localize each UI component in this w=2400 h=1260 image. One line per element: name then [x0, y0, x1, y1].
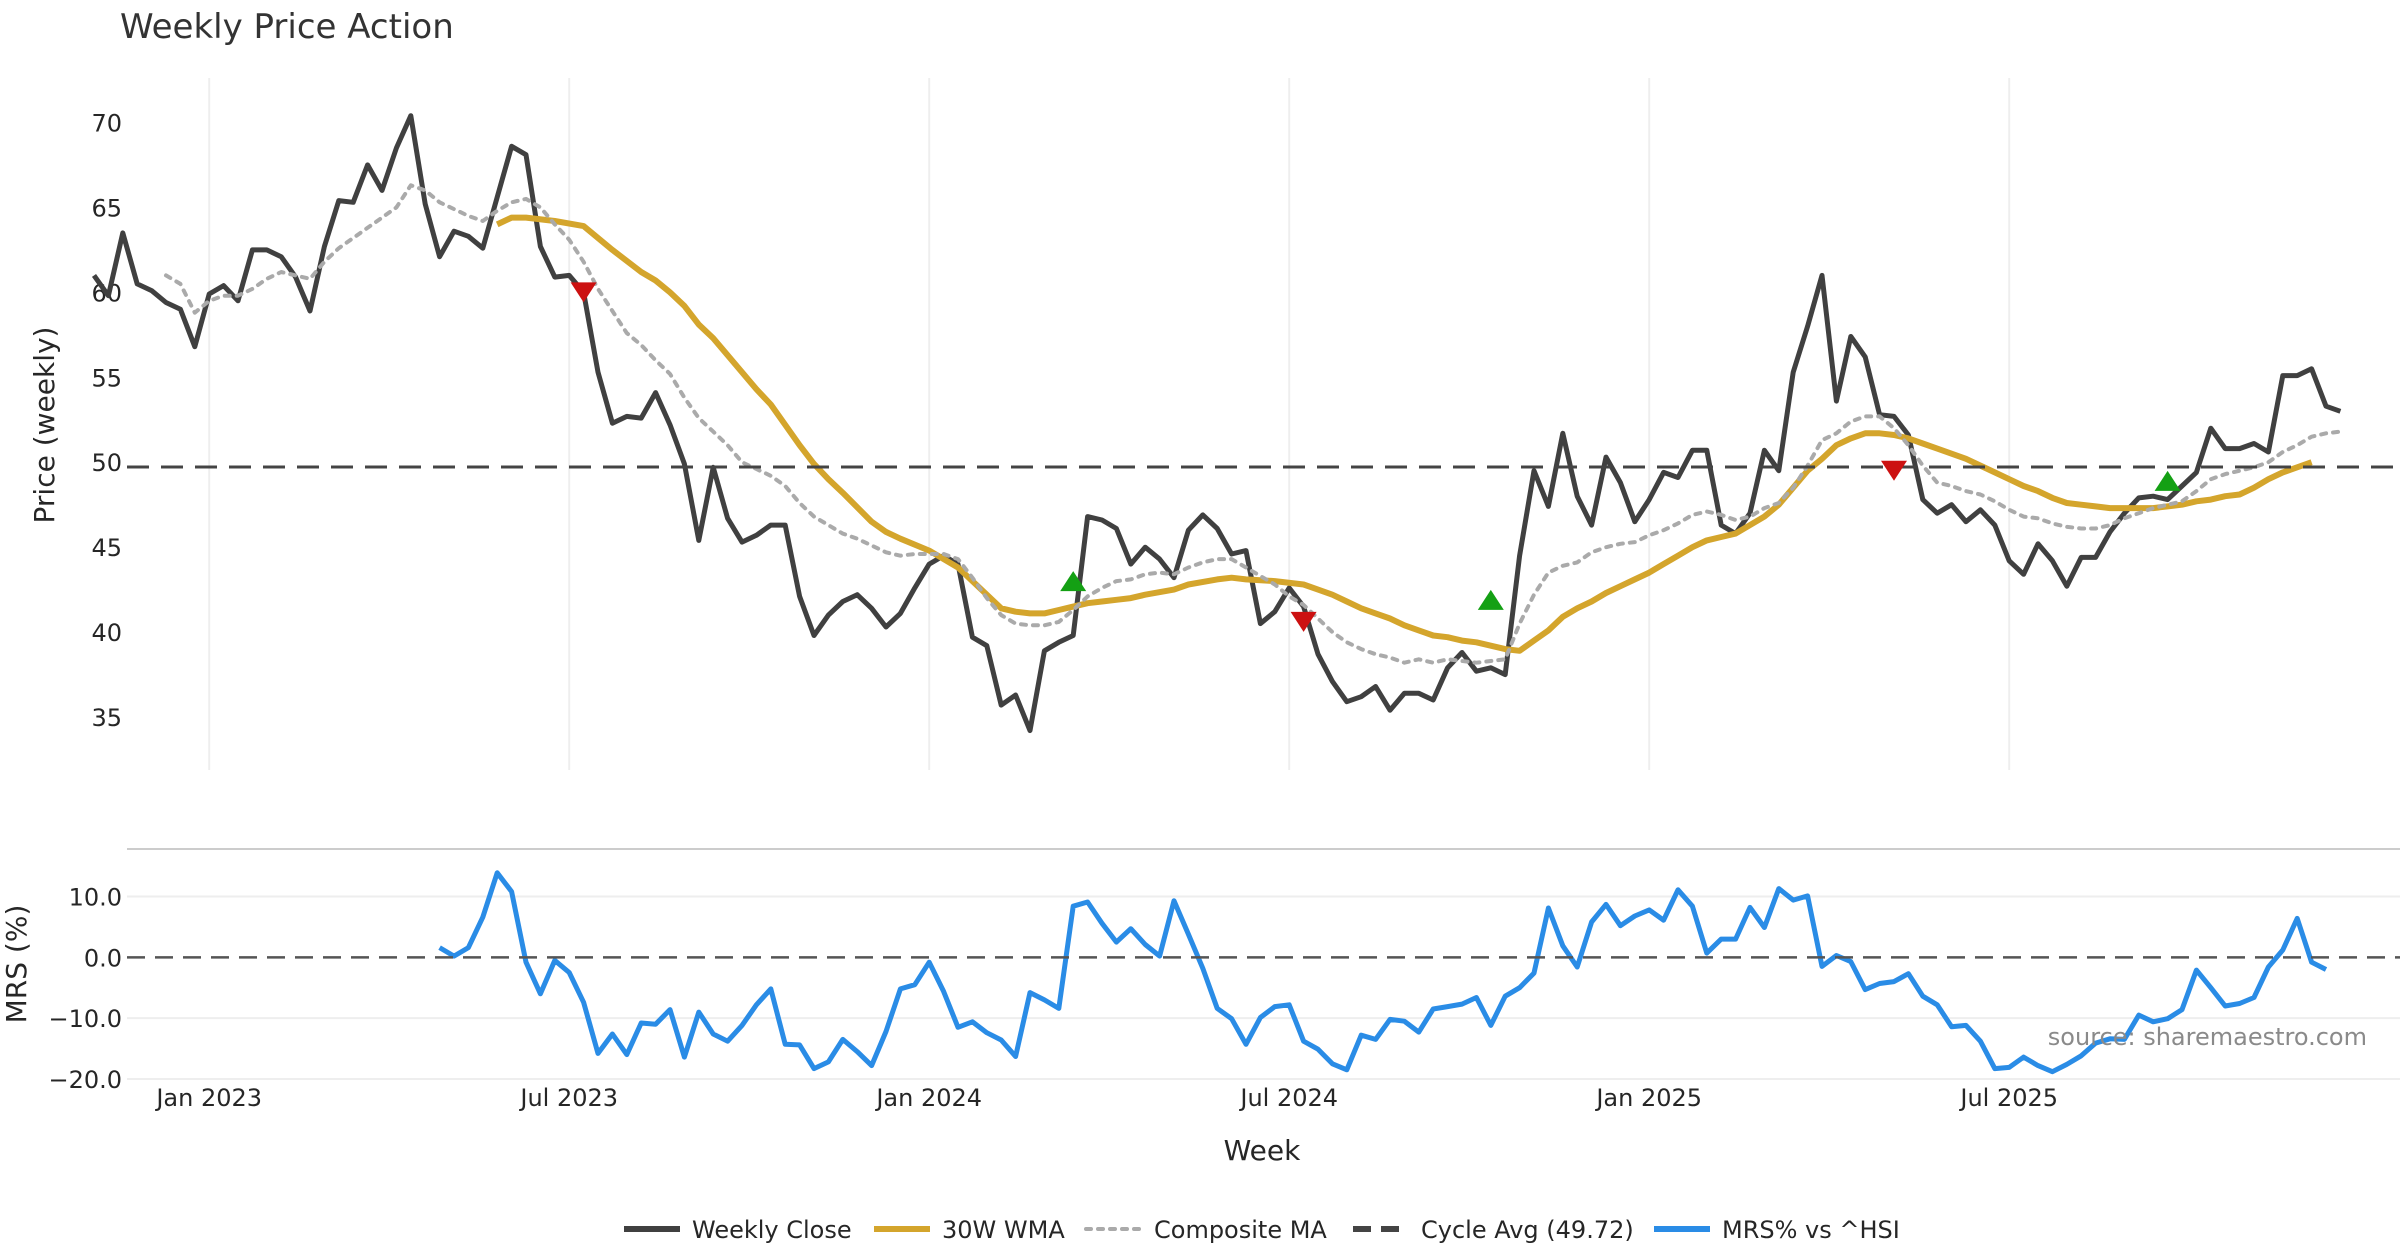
- sell-signal-marker: [570, 282, 597, 303]
- x-tick-label: Jul 2023: [518, 1084, 618, 1112]
- series-line-30w-wma: [495, 214, 2313, 654]
- price-y-tick-label: 40: [91, 619, 122, 647]
- price-y-tick-label: 65: [91, 194, 122, 222]
- x-ticks: Jan 2023 Jul 2023 Jan 2024 Jul 2024 Jan 2025…: [154, 1084, 2058, 1112]
- x-tick-label: Jan 2023: [154, 1084, 262, 1112]
- legend: Weekly Close 30W WMA Composite MA Cycle Avg…: [624, 1216, 1900, 1244]
- price-y-tick-label: 35: [91, 704, 122, 732]
- series-line-weekly-close: [91, 113, 2342, 734]
- buy-signal-marker: [1477, 589, 1504, 610]
- price-y-tick-label: 45: [91, 534, 122, 562]
- chart-title: Weekly Price Action: [120, 7, 454, 47]
- series-line-mrs: [438, 870, 2328, 1075]
- mrs-y-ticks: 10.0 0.0 −10.0 −20.0: [48, 883, 122, 1093]
- sell-signal-marker: [1290, 611, 1317, 632]
- buy-signal-marker: [2154, 470, 2181, 491]
- series-line-composite-ma: [164, 183, 2343, 665]
- legend-label: Composite MA: [1154, 1216, 1327, 1244]
- x-tick-label: Jul 2025: [1958, 1084, 2058, 1112]
- signal-markers: [570, 282, 2181, 632]
- mrs-y-tick-label: −20.0: [48, 1066, 122, 1094]
- x-tick-label: Jul 2024: [1238, 1084, 1338, 1112]
- mrs-series: [127, 870, 2400, 1075]
- sell-signal-marker: [1881, 460, 1907, 481]
- source-annotation: source: sharemaestro.com: [2048, 1023, 2367, 1051]
- buy-signal-marker: [1060, 571, 1087, 592]
- legend-label: Weekly Close: [692, 1216, 852, 1244]
- x-axis-label: Week: [1224, 1134, 1301, 1167]
- price-series: [91, 113, 2400, 734]
- mrs-y-axis-label: MRS (%): [0, 905, 33, 1024]
- price-y-tick-label: 70: [91, 109, 122, 137]
- mrs-y-tick-label: 0.0: [84, 944, 122, 972]
- price-y-axis-label: Price (weekly): [28, 327, 61, 524]
- price-y-tick-label: 50: [91, 449, 122, 477]
- x-tick-label: Jan 2024: [874, 1084, 982, 1112]
- price-y-tick-label: 55: [91, 364, 122, 392]
- mrs-y-tick-label: 10.0: [69, 883, 122, 911]
- price-gridlines: [208, 78, 2011, 770]
- legend-label: Cycle Avg (49.72): [1421, 1216, 1634, 1244]
- legend-label: 30W WMA: [942, 1216, 1065, 1244]
- mrs-y-tick-label: −10.0: [48, 1005, 122, 1033]
- x-tick-label: Jan 2025: [1594, 1084, 1702, 1112]
- legend-label: MRS% vs ^HSI: [1722, 1216, 1900, 1244]
